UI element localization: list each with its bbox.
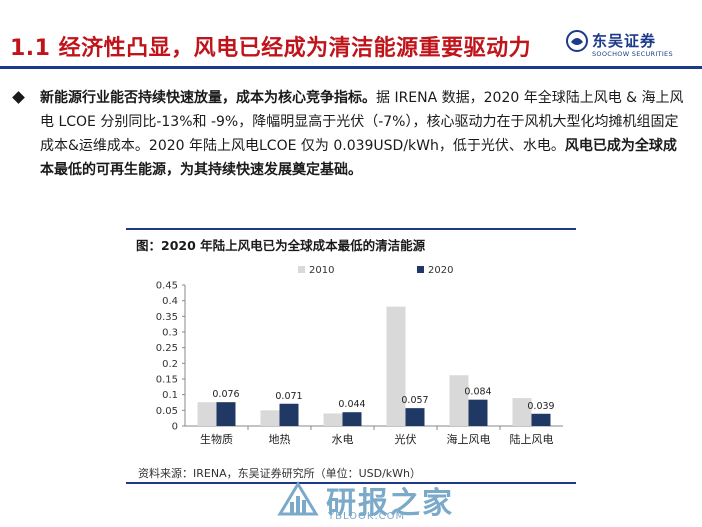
page-title: 1.1 经济性凸显，风电已经成为清洁能源重要驱动力 (10, 36, 532, 61)
bar-2020 (531, 413, 551, 426)
y-tick-label: 0.1 (162, 390, 178, 401)
x-tick-label: 水电 (332, 433, 354, 446)
y-tick-label: 0.25 (156, 343, 178, 354)
diamond-bullet-icon (12, 91, 25, 104)
x-tick-label: 地热 (269, 433, 291, 446)
source-note: 资料来源：IRENA，东吴证券研究所（单位：USD/kWh） (138, 467, 422, 480)
data-label: 0.076 (212, 389, 239, 400)
bar-2010 (386, 306, 406, 426)
y-tick-label: 0.2 (162, 359, 178, 370)
bar-2010 (323, 413, 343, 426)
brand-logo: 东吴证券 SOOCHOW SECURITIES (566, 28, 686, 62)
bar-2020 (216, 402, 236, 426)
legend-swatch (417, 266, 424, 273)
x-tick-label: 陆上风电 (510, 432, 554, 446)
y-tick-label: 0.3 (162, 328, 178, 339)
chart-title: 图：2020 年陆上风电已为全球成本最低的清洁能源 (136, 238, 426, 253)
y-tick-label: 0.35 (156, 312, 178, 323)
legend-swatch (298, 266, 305, 273)
legend-label: 2010 (309, 265, 334, 276)
watermark-text: 研报之家 (326, 486, 454, 521)
data-label: 0.039 (527, 401, 554, 412)
data-label: 0.057 (401, 395, 428, 406)
x-tick-label: 生物质 (200, 432, 233, 446)
data-label: 0.071 (275, 391, 302, 402)
bullet-tail: 风电已成为全球成本最低的可再生能源，为其持续快速发展奠定基础。 (40, 138, 677, 178)
data-label: 0.044 (338, 399, 365, 410)
brand-mark-icon (566, 30, 588, 52)
bar-2020 (342, 412, 362, 426)
bar-2020 (405, 408, 425, 426)
bar-2010 (449, 375, 469, 426)
bar-chart: 2010 2020 0 0.05 0.1 0.15 0.2 0.25 0.3 0.35 0.4 0.4… (156, 265, 563, 446)
legend-label: 2020 (428, 265, 453, 276)
brand-name-en: SOOCHOW SECURITIES (592, 50, 673, 58)
bullet-paragraph: 新能源行业能否持续快速放量，成本为核心竞争指标。据 IRENA 数据，2020 … (40, 86, 690, 182)
header-divider (0, 66, 702, 69)
x-tick-label: 光伏 (395, 432, 417, 446)
y-tick-label: 0.15 (156, 375, 178, 386)
bar-2020 (468, 399, 488, 426)
y-tick-label: 0.4 (162, 296, 178, 307)
bar-2020 (279, 403, 299, 426)
bar-2010 (260, 410, 280, 426)
y-tick-label: 0 (172, 422, 178, 433)
watermark-logo-icon (277, 481, 319, 516)
bullet-body: 据 IRENA 数据，2020 年全球陆上风电 & 海上风电 LCOE 分别同比… (40, 90, 684, 154)
chart-card: 图：2020 年陆上风电已为全球成本最低的清洁能源 2010 2020 0 0.05 0… (126, 228, 576, 484)
y-tick-label: 0.05 (156, 406, 178, 417)
bullet-lead: 新能源行业能否持续快速放量，成本为核心竞争指标。 (40, 90, 376, 106)
x-tick-label: 海上风电 (447, 432, 491, 446)
data-label: 0.084 (464, 387, 491, 398)
y-tick-label: 0.45 (156, 281, 178, 292)
bar-2010 (197, 402, 217, 426)
brand-name: 东吴证券 (592, 32, 657, 50)
bar-2010 (512, 398, 532, 426)
watermark-url: YBLOOK.COM (328, 511, 406, 522)
